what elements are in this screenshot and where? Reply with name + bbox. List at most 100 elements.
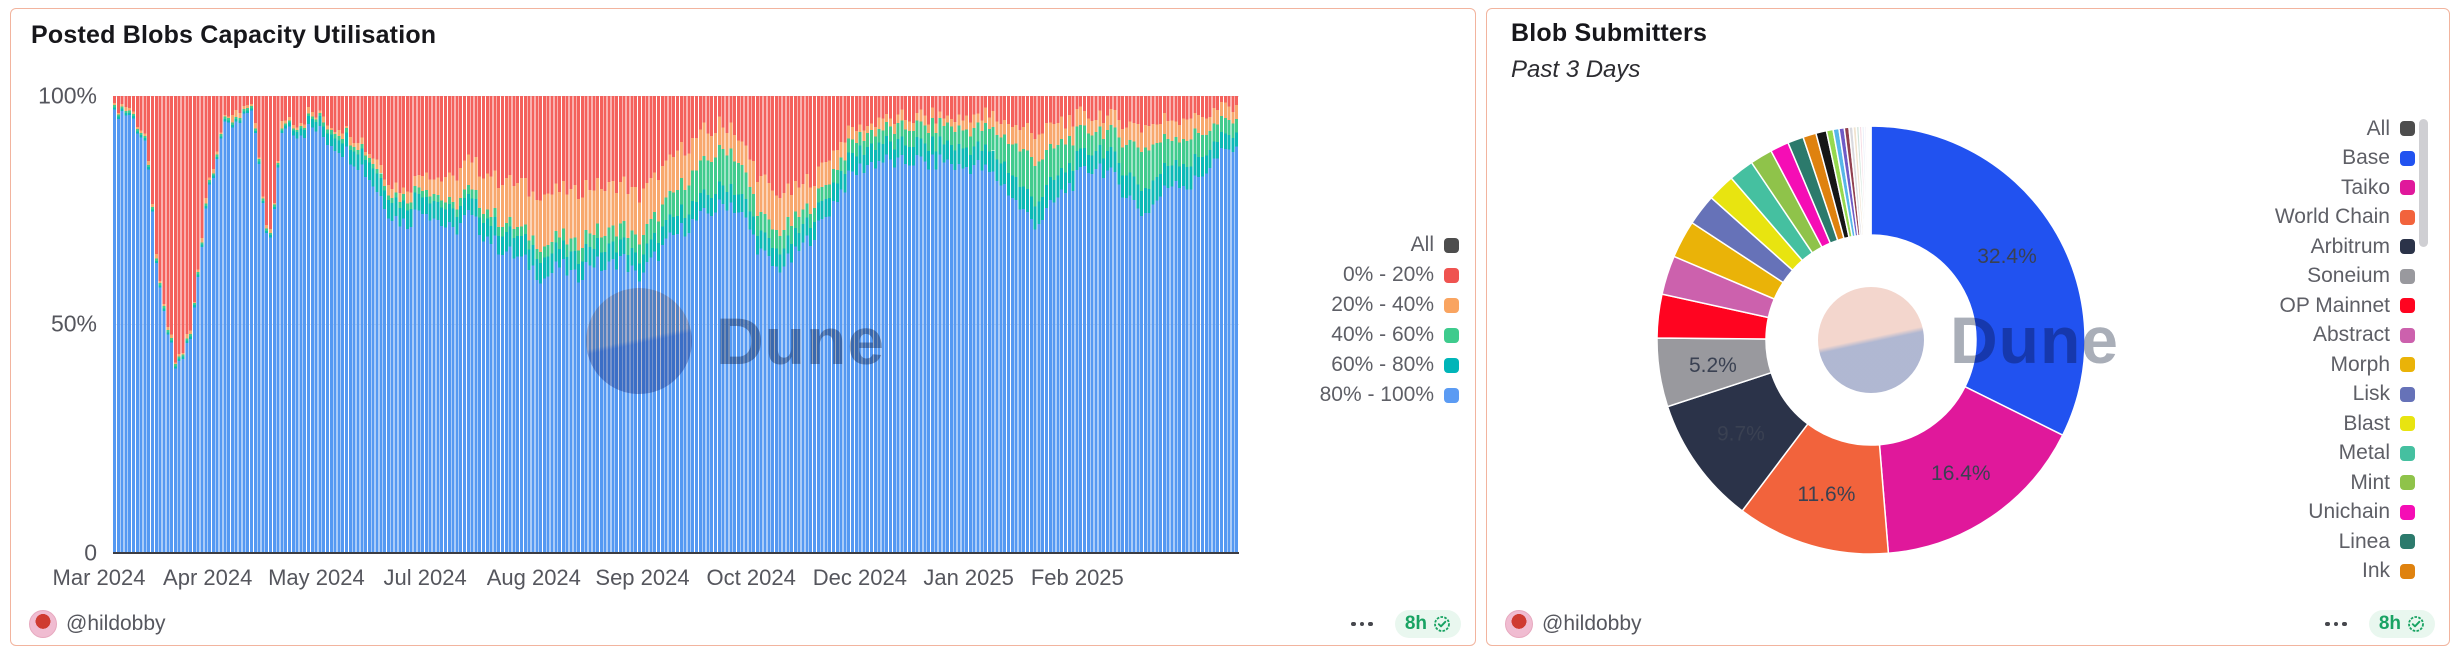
legend-item-world-chain[interactable]: World Chain [2275,203,2415,233]
legend-item-60-80-[interactable]: 60% - 80% [1320,350,1459,380]
donut-slice-base[interactable] [1870,125,2086,437]
legend-label: Lisk [2352,382,2390,406]
slice-percent-label: 16.4% [1931,462,1991,485]
stacked-bar-chart[interactable] [113,96,1239,554]
slice-percent-label: 32.4% [1977,245,2037,268]
donut-slice-taiko[interactable] [1878,385,2064,555]
refresh-age: 8h [1404,613,1427,634]
legend-swatch-icon [1444,387,1459,403]
legend-scrollbar[interactable] [2419,119,2428,247]
legend-swatch-icon [2400,209,2415,225]
verified-check-icon [1434,616,1450,632]
legend-item-base[interactable]: Base [2275,144,2415,174]
left-card-footer: @hildobby 8h [29,610,1461,638]
left-card-title: Posted Blobs Capacity Utilisation [31,21,437,49]
legend-label: World Chain [2274,205,2390,229]
legend-item-ink[interactable]: Ink [2275,557,2415,587]
y-axis-labels: 100% 50% 0 [11,83,103,566]
legend-swatch-icon [2400,475,2415,491]
legend-label: Unichain [2308,500,2390,524]
legend-swatch-icon [2400,357,2415,373]
legend-swatch-icon [1444,237,1459,253]
legend-label: 80% - 100% [1319,383,1434,406]
legend-label: Metal [2338,441,2390,465]
x-tick-label: Sep 2024 [595,565,690,590]
legend-label: OP Mainnet [2279,293,2390,317]
legend-item-taiko[interactable]: Taiko [2275,173,2415,203]
legend-item-20-40-[interactable]: 20% - 40% [1320,290,1459,320]
legend-item-morph[interactable]: Morph [2275,350,2415,380]
donut-slice[interactable] [1869,125,1872,236]
refresh-status-badge[interactable]: 8h [1394,610,1461,638]
x-tick-label: Dec 2024 [812,565,907,590]
donut-chart[interactable]: 32.4% 16.4% 11.6% 9.7% 5.2% [1487,9,2447,643]
author-handle[interactable]: @hildobby [1542,612,1642,635]
verified-check-icon [2408,616,2424,632]
slice-percent-label: 9.7% [1717,422,1765,445]
card-posted-blobs-capacity: Posted Blobs Capacity Utilisation 100% 5… [10,8,1476,646]
legend-swatch-icon [2400,534,2415,550]
legend-item-mint[interactable]: Mint [2275,468,2415,498]
author-avatar[interactable] [29,610,57,638]
legend-item-linea[interactable]: Linea [2275,527,2415,557]
slice-percent-label: 5.2% [1689,354,1737,377]
legend-item-0-20-[interactable]: 0% - 20% [1320,260,1459,290]
legend-item-arbitrum[interactable]: Arbitrum [2275,232,2415,262]
y-tick-100: 100% [38,82,97,109]
right-card-subtitle: Past 3 Days [1511,56,1641,83]
legend-swatch-icon [2400,327,2415,343]
refresh-age: 8h [2378,613,2401,634]
right-card-title: Blob Submitters [1511,19,1708,47]
legend-item-40-60-[interactable]: 40% - 60% [1320,320,1459,350]
legend-label: Linea [2338,529,2390,553]
legend-item-soneium[interactable]: Soneium [2275,262,2415,292]
legend-swatch-icon [2400,504,2415,520]
refresh-status-badge[interactable]: 8h [2368,610,2435,638]
legend-swatch-icon [2400,239,2415,255]
legend-item-abstract[interactable]: Abstract [2275,321,2415,351]
x-tick-label: Oct 2024 [706,565,796,590]
more-menu-icon[interactable] [2321,618,2351,631]
bar-chart-canvas [113,96,1239,553]
legend-swatch-icon [2400,386,2415,402]
legend-item-metal[interactable]: Metal [2275,439,2415,469]
x-axis-labels: Mar 2024 Apr 2024 May 2024 Jul 2024 Aug 2024… [53,565,1239,597]
legend-swatch-icon [2400,445,2415,461]
author-avatar[interactable] [1505,610,1533,638]
y-tick-0: 0 [84,539,97,566]
legend-item-unichain[interactable]: Unichain [2275,498,2415,528]
legend-item-lisk[interactable]: Lisk [2275,380,2415,410]
x-tick-label: May 2024 [268,565,365,590]
legend-swatch-icon [2400,298,2415,314]
legend-swatch-icon [1444,357,1459,373]
more-menu-icon[interactable] [1347,618,1377,631]
x-tick-label: Jul 2024 [383,565,467,590]
x-tick-label: Aug 2024 [486,565,581,590]
card-blob-submitters: Blob Submitters Past 3 Days 32.4% 16.4% 11… [1486,8,2450,646]
legend-item-blast[interactable]: Blast [2275,409,2415,439]
legend-item-80-100-[interactable]: 80% - 100% [1320,380,1459,410]
legend-label: 40% - 60% [1331,323,1434,346]
slice-percent-label: 11.6% [1797,483,1855,506]
legend-label: Morph [2330,352,2390,376]
legend-label: 60% - 80% [1331,353,1434,376]
legend-swatch-icon [1444,297,1459,313]
legend-label: Soneium [2307,264,2390,288]
x-tick-label: Apr 2024 [163,565,253,590]
legend-item-all[interactable]: All [2275,114,2415,144]
legend-swatch-icon [2400,121,2415,137]
legend-label: Blast [2343,411,2390,435]
legend-label: 20% - 40% [1331,293,1434,316]
legend-swatch-icon [1444,327,1459,343]
legend-label: Arbitrum [2310,234,2390,258]
x-axis-line [113,552,1239,554]
left-chart-legend: All 0% - 20% 20% - 40% 40% - 60% 60% - 80% 80… [1320,230,1459,410]
y-tick-50: 50% [50,310,97,337]
legend-label: All [1410,233,1434,256]
legend-label: 0% - 20% [1342,263,1434,286]
legend-swatch-icon [1444,267,1459,283]
legend-item-all[interactable]: All [1320,230,1459,260]
author-handle[interactable]: @hildobby [66,612,166,635]
legend-item-op-mainnet[interactable]: OP Mainnet [2275,291,2415,321]
